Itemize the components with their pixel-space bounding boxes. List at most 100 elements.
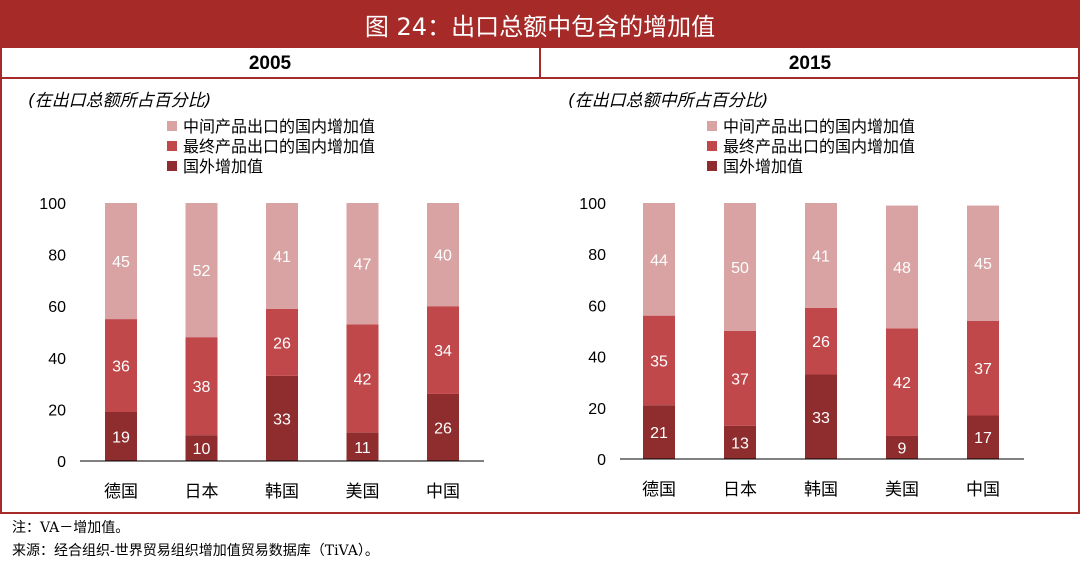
x-tick-label: 美国 bbox=[346, 482, 380, 502]
y-tick-label: 0 bbox=[57, 454, 66, 471]
data-label: 45 bbox=[112, 254, 130, 271]
y-tick-label: 80 bbox=[48, 248, 66, 265]
data-label: 45 bbox=[974, 256, 992, 273]
bar-segment bbox=[886, 435, 918, 459]
data-label: 47 bbox=[354, 257, 372, 274]
bar-segment bbox=[886, 205, 918, 329]
data-label: 48 bbox=[893, 260, 911, 277]
legend-label: 中间产品出口的国内增加值 bbox=[183, 117, 375, 136]
data-label: 26 bbox=[273, 335, 291, 352]
bar-segment bbox=[643, 405, 675, 459]
bar-segment bbox=[346, 203, 379, 325]
bar-segment bbox=[185, 203, 218, 338]
bar-segment bbox=[185, 337, 218, 436]
bar-segment bbox=[346, 432, 379, 461]
bar-segment bbox=[967, 320, 999, 416]
bar-segment bbox=[643, 315, 675, 406]
data-label: 9 bbox=[898, 440, 907, 457]
bar-segment bbox=[724, 331, 756, 426]
x-tick-label: 美国 bbox=[885, 480, 919, 500]
data-label: 50 bbox=[731, 260, 749, 277]
bar-segment bbox=[105, 411, 137, 461]
y-tick-label: 60 bbox=[48, 299, 66, 316]
legend-label: 中间产品出口的国内增加值 bbox=[723, 117, 915, 136]
bar-segment bbox=[805, 203, 837, 308]
data-label: 33 bbox=[273, 411, 291, 428]
data-label: 35 bbox=[650, 353, 668, 370]
bar-segment bbox=[266, 203, 298, 309]
data-label: 37 bbox=[731, 371, 749, 388]
note-text: 注：VA－增加值。 bbox=[12, 520, 130, 536]
legend-swatch bbox=[167, 121, 177, 131]
data-label: 10 bbox=[193, 441, 211, 458]
x-tick-label: 韩国 bbox=[804, 480, 838, 500]
data-label: 13 bbox=[731, 435, 749, 452]
frame-left-border bbox=[0, 48, 2, 513]
x-tick-label: 中国 bbox=[966, 480, 1000, 500]
bar-segment bbox=[805, 374, 837, 459]
data-label: 33 bbox=[812, 410, 830, 427]
y-tick-label: 100 bbox=[39, 196, 66, 213]
y-tick-label: 100 bbox=[579, 196, 606, 213]
y-tick-label: 40 bbox=[588, 350, 606, 367]
panel-title-2015: 2015 bbox=[788, 53, 832, 74]
data-label: 42 bbox=[354, 371, 372, 388]
bar-segment bbox=[105, 203, 137, 320]
data-label: 41 bbox=[812, 248, 830, 265]
data-label: 42 bbox=[893, 375, 911, 392]
data-label: 40 bbox=[434, 248, 452, 265]
legend-swatch bbox=[167, 161, 177, 171]
bar-segment bbox=[643, 203, 675, 316]
figure-title: 图 24：出口总额中包含的增加值 bbox=[0, 0, 1080, 48]
bar-segment bbox=[427, 393, 459, 461]
bar-segment bbox=[105, 319, 137, 412]
y-axis-label: (在出口总额所占百分比) bbox=[28, 91, 211, 111]
frame-right-border bbox=[1078, 48, 1080, 513]
bar-segment bbox=[266, 308, 298, 376]
bar-segment bbox=[805, 307, 837, 375]
frame-middle-divider bbox=[539, 48, 541, 78]
bar-segment bbox=[346, 324, 379, 433]
data-label: 11 bbox=[354, 440, 371, 457]
data-label: 37 bbox=[974, 361, 992, 378]
x-tick-label: 德国 bbox=[104, 482, 138, 502]
data-label: 19 bbox=[112, 429, 130, 446]
data-label: 21 bbox=[650, 425, 668, 442]
chart-2005: (在出口总额所占百分比) 中间产品出口的国内增加值最终产品出口的国内增加值国外增加… bbox=[28, 91, 484, 502]
bar-segment bbox=[886, 328, 918, 436]
bar-segment bbox=[967, 415, 999, 459]
y-axis-label: (在出口总额中所占百分比) bbox=[568, 91, 768, 111]
legend-label: 最终产品出口的国内增加值 bbox=[183, 137, 375, 156]
data-label: 26 bbox=[812, 334, 830, 351]
bar-segment bbox=[427, 203, 459, 307]
legend-label: 国外增加值 bbox=[723, 157, 803, 176]
chart-2015: (在出口总额中所占百分比) 中间产品出口的国内增加值最终产品出口的国内增加值国外增… bbox=[568, 91, 1024, 500]
x-tick-label: 日本 bbox=[723, 480, 757, 500]
bar-segment bbox=[967, 205, 999, 321]
y-tick-label: 20 bbox=[588, 401, 606, 418]
data-label: 52 bbox=[193, 263, 211, 280]
data-label: 38 bbox=[193, 379, 211, 396]
bar-segment bbox=[185, 435, 218, 461]
header-bottom-border bbox=[0, 77, 1080, 79]
bar-segment bbox=[724, 425, 756, 459]
bar-segment bbox=[427, 306, 459, 394]
legend-swatch bbox=[707, 121, 717, 131]
bar-segment bbox=[724, 203, 756, 331]
x-tick-label: 中国 bbox=[426, 482, 460, 502]
data-label: 34 bbox=[434, 343, 452, 360]
data-label: 36 bbox=[112, 359, 130, 376]
data-label: 17 bbox=[974, 430, 992, 447]
data-label: 26 bbox=[434, 420, 452, 437]
legend-swatch bbox=[707, 161, 717, 171]
x-tick-label: 德国 bbox=[642, 480, 676, 500]
x-tick-label: 日本 bbox=[185, 482, 219, 502]
frame-bottom-border bbox=[0, 512, 1080, 514]
data-label: 44 bbox=[650, 252, 668, 269]
y-tick-label: 20 bbox=[48, 402, 66, 419]
x-tick-label: 韩国 bbox=[265, 482, 299, 502]
legend-swatch bbox=[707, 141, 717, 151]
panel-title-2005: 2005 bbox=[248, 53, 292, 74]
legend-label: 最终产品出口的国内增加值 bbox=[723, 137, 915, 156]
